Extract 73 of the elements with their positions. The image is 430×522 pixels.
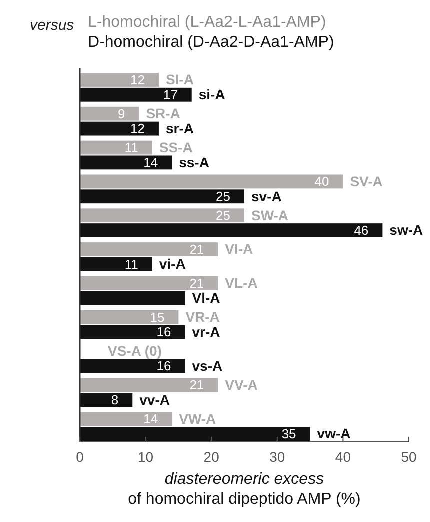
annotation: SR-A [146,106,180,122]
x-tick-label: 10 [138,449,154,465]
data-label: 21 [190,378,204,393]
annotation: VL-A [225,275,258,292]
data-label: 8 [111,392,119,408]
bar [80,174,344,189]
annotation: VW-A [179,410,216,427]
x-axis-title: diastereomeric excess of homochiral dipeptido AMP (%) [128,471,361,508]
bar [80,276,218,290]
x-tick-label: 0 [76,449,84,465]
bar [80,122,159,136]
data-label: 9 [118,106,126,122]
data-label: 16 [156,358,172,374]
text: D-homochiral (D-Aa2-D-Aa1-AMP) [88,34,334,51]
annotation: sw-A [390,222,424,238]
annotation: SW-A [252,207,289,224]
bar [80,224,383,238]
text: L-homochiral (L-Aa2-L-Aa1-AMP) [88,14,326,31]
bar [80,359,186,374]
data-label: 46 [354,222,369,238]
annotation: ss-A [179,154,210,170]
data-label: 21 [190,242,204,257]
annotation: Vl-A [192,290,220,306]
data-label: 40 [314,174,330,190]
bar [80,325,186,340]
data-label: 11 [124,140,138,156]
annotation: vv-A [140,392,170,408]
data-label: 25 [216,208,230,224]
bar [80,258,152,272]
bar [80,208,244,223]
x-tick-label: 20 [204,449,220,465]
annotation: VR-A [186,309,220,326]
annotation: SS-A [159,139,193,156]
x-tick-label: 50 [401,449,417,465]
bar [80,106,140,121]
data-label: 17 [163,87,178,102]
annotation: sv-A [252,188,282,204]
data-label: 35 [282,426,296,442]
bar [80,73,159,87]
annotation: VV-A [225,376,258,393]
annotation: si-A [198,86,226,103]
annotation: VS-A (0) [108,342,162,359]
data-label: 14 [144,155,158,170]
chart-title: versus [30,17,75,34]
bar [80,412,172,426]
annotation: SV-A [350,173,383,190]
annotation: vr-A [192,324,220,340]
annotation: vs-A [192,358,223,374]
bar [80,190,244,204]
x-tick-label: 30 [270,449,286,465]
data-label: 14 [144,412,158,427]
data-label: 21 [190,276,204,291]
bar [80,378,218,392]
data-label: 16 [156,324,172,340]
data-label: 12 [130,121,145,136]
bar [80,88,192,102]
bar [80,156,172,170]
annotation: SI-A [166,72,194,88]
annotation: vw-A [317,426,351,442]
data-label: 11 [124,256,138,272]
bar [80,140,152,155]
data-label: 15 [150,310,165,325]
bar [80,393,133,408]
annotation: vi-A [159,256,186,272]
bar [80,310,179,324]
data-label: 12 [130,72,145,88]
bar [80,291,186,306]
bar [80,242,218,256]
annotation: sr-A [166,120,194,137]
annotation: VI-A [225,241,254,258]
bar [80,427,310,441]
x-tick-label: 40 [335,449,352,465]
data-label: 25 [216,189,230,204]
